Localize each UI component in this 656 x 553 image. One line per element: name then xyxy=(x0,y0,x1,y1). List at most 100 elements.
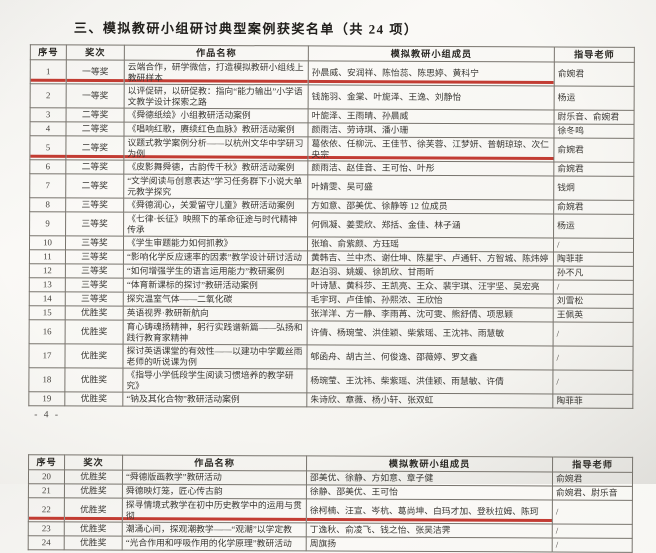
column-header: 指导老师 xyxy=(552,456,633,473)
cell-title: 议题式教学案例分析——以杭州文华中学研习为例 xyxy=(123,136,308,161)
cell-title: “影响化学反应速率的因素”教学设计研讨活动 xyxy=(123,250,308,265)
cell-teacher: 俞婉君、尉乐音 xyxy=(552,485,633,501)
column-header: 序号 xyxy=(28,454,65,470)
cell-teacher: / xyxy=(552,369,633,395)
cell-teacher: 俞婉君 xyxy=(552,471,633,487)
cell-award: 优胜奖 xyxy=(64,483,123,499)
cell-teacher: 俞婉君 xyxy=(553,199,634,215)
cell-seq: 4 xyxy=(29,121,67,136)
cell-teacher: 尉乐音、俞婉君 xyxy=(554,109,635,125)
cell-teacher: / xyxy=(553,279,634,295)
column-header: 作品名称 xyxy=(124,45,309,61)
cell-title: 《皮影舞舜德，古韵传千秋》教研活动案例 xyxy=(123,160,308,175)
cell-teacher: / xyxy=(552,523,633,539)
cell-award: 三等奖 xyxy=(65,291,124,307)
cell-title: “钠及其化合物”教研活动案例 xyxy=(122,392,307,407)
cell-award: 二等奖 xyxy=(66,107,125,123)
cell-members: 毛宇珂、卢佳愉、孙熙浓、王欣怡 xyxy=(307,292,554,308)
table-row: 16 优胜奖 育心铸魂扬精神，躬行实践谱新篇——弘扬和践行教育家精神 许倩、杨琬莹、洪… xyxy=(29,319,634,347)
cell-seq: 2 xyxy=(30,83,67,108)
cell-seq: 15 xyxy=(29,305,66,320)
cell-seq: 16 xyxy=(29,319,66,344)
document-title: 三、模拟教研小组研讨典型案例获奖名单（共 24 项） xyxy=(73,20,419,37)
cell-members: 孙晨威、安润祥、陈怡蕊、陈思婷、黄科宁 xyxy=(308,60,555,86)
cell-title: 云端合作，研学微信，打造模拟教研小组线上教研样本 xyxy=(124,60,309,85)
cell-teacher: 钱炯 xyxy=(553,175,634,201)
cell-teacher: 俞婉君 xyxy=(554,61,635,87)
cell-title: 英语视界·教研新航向 xyxy=(123,306,308,321)
cell-teacher: 陶菲菲 xyxy=(553,251,634,267)
cell-members: 张洋洋、方一静、李雨苒、沈可雯、熊舒倩、项思颖 xyxy=(307,306,554,322)
table-row: 2 一等奖 以评促研，以研促教：指向“能力输出”小学语文教学设计探索之路 钱施羽、金棠… xyxy=(30,83,635,111)
cell-seq: 21 xyxy=(28,483,65,498)
cell-seq: 22 xyxy=(28,497,65,522)
cell-award: 三等奖 xyxy=(65,263,124,279)
cell-seq: 10 xyxy=(29,235,66,250)
cell-seq: 9 xyxy=(29,211,66,236)
cell-teacher: 杨运 xyxy=(553,213,634,239)
cell-seq: 8 xyxy=(29,197,66,212)
cell-award: 优胜奖 xyxy=(64,497,123,523)
cell-members: 朱诗欣、章薇、杨小轩、张双虹 xyxy=(306,392,553,408)
cell-title: 以评促研，以研促教：指向“能力输出”小学语文教学设计探索之路 xyxy=(124,84,309,109)
column-header: 指导老师 xyxy=(554,46,635,63)
cell-award: 优胜奖 xyxy=(65,319,124,345)
cell-teacher: / xyxy=(553,321,634,347)
cell-title: 《学生审题能力如何抓教》 xyxy=(123,236,308,251)
cell-title: 育心铸魂扬精神，躬行实践谱新篇——弘扬和践行教育家精神 xyxy=(123,320,308,345)
cell-seq: 1 xyxy=(30,59,67,84)
cell-award: 三等奖 xyxy=(65,235,124,251)
cell-members: 叶旎泽、王雨晴、孙晨威 xyxy=(308,108,555,124)
cell-members: 徐柯楠、汪宣、岑杭、葛尚坤、白玛才加、登秋拉姆、陈珂 xyxy=(306,498,553,524)
cell-members: 张瑜、俞紫颜、方珏瑶 xyxy=(307,236,554,252)
cell-title: 《舜德润心，关爱留守儿童》教研活动案例 xyxy=(123,198,308,213)
cell-seq: 18 xyxy=(28,367,65,392)
cell-award: 二等奖 xyxy=(65,159,124,175)
cell-teacher: 俞婉君 xyxy=(553,161,634,177)
cell-seq: 5 xyxy=(29,135,66,160)
cell-award: 二等奖 xyxy=(65,135,124,161)
cell-members: 何佩凝、姜雯欣、郑括、金佳、林子涵 xyxy=(307,212,554,238)
cell-members: 黄韩吉、兰中杰、谢仕坤、陈星宇、卢通轩、方智城、陈炜婷 xyxy=(307,250,554,266)
cell-award: 优胜奖 xyxy=(64,367,123,393)
cell-members: 方如意、邵美优、徐静等 12 位成员 xyxy=(307,198,554,214)
cell-seq: 17 xyxy=(28,343,66,368)
table-row: 9 三等奖 《七律·长征》映照下的革命征途与时代精神传承 何佩凝、姜雯欣、郑括、金佳、… xyxy=(29,211,634,239)
cell-title: “体育新课标的探讨”教研活动案例 xyxy=(123,278,308,293)
column-header: 模拟教研小组成员 xyxy=(306,455,553,472)
table-row: 19 优胜奖 “钠及其化合物”教研活动案例 朱诗欣、章薇、杨小轩、张双虹 陶菲菲 xyxy=(28,391,633,409)
cell-seq: 23 xyxy=(28,521,65,536)
cell-title: 《七律·长征》映照下的革命征途与时代精神传承 xyxy=(123,212,308,237)
cell-members: 徐静、邵美优、王可怡 xyxy=(306,484,553,500)
cell-teacher: 王佩英 xyxy=(553,307,634,323)
cell-award: 优胜奖 xyxy=(64,469,123,485)
column-header: 模拟教研小组成员 xyxy=(308,45,555,62)
cell-title: 探讨英语课堂的有效性——以建功中学戴丝雨老师的听说课为例 xyxy=(122,344,308,369)
cell-members: 颜雨洁、劳诗琪、潘小珊 xyxy=(307,122,555,138)
column-header: 奖次 xyxy=(66,44,125,61)
cell-award: 优胜奖 xyxy=(64,535,123,551)
cell-members: 赵泊羽、姚媛、徐凯欣、甘雨昕 xyxy=(307,264,554,280)
cell-seq: 14 xyxy=(29,291,66,306)
cell-seq: 11 xyxy=(29,249,66,264)
cell-members: 叶诗慧、黄科莎、王凯亮、王众、裴宇琪、汪宇坚、吴宏亮 xyxy=(307,278,554,294)
cell-teacher: / xyxy=(552,537,633,553)
table-row: 22 优胜奖 探寻情境式教学在初中历史教学中的运用与贯彻 徐柯楠、汪宣、岑杭、葛尚坤、… xyxy=(28,497,633,525)
cell-seq: 19 xyxy=(28,391,65,406)
cell-title: 《舜德纸绘》小组教研活动案例 xyxy=(124,108,309,123)
table-row: 17 优胜奖 探讨英语课堂的有效性——以建功中学戴丝雨老师的听说课为例 郇函舟、胡古兰… xyxy=(28,343,634,371)
cell-members: 杨琬莹、王沈祎、柴紫瑶、洪佳颖、雨慧敏、许倩 xyxy=(306,368,553,394)
cell-teacher: / xyxy=(552,499,633,525)
table-row: 1 一等奖 云端合作，研学微信，打造模拟教研小组线上教研样本 孙晨威、安润祥、陈怡蕊、… xyxy=(30,59,635,87)
cell-award: 一等奖 xyxy=(66,59,125,85)
cell-award: 二等奖 xyxy=(65,121,125,137)
cell-teacher: 杨运 xyxy=(554,85,635,111)
table-row: 24 优胜奖 “光合作用和呼吸作用的化学原理”教研活动 周旗扬 / xyxy=(28,535,633,553)
table-row: 5 二等奖 议题式教学案例分析——以杭州文华中学研习为例 葛依依、任柳沅、王佳节、徐芙… xyxy=(29,135,634,163)
cell-title: “如何增强学生的语言运用能力”教研案例 xyxy=(123,264,308,279)
cell-teacher: 俞婉君 xyxy=(553,137,634,163)
table-row: 18 优胜奖 《指导小学低段学生阅读习惯培养的教学研究》 杨琬莹、王沈祎、柴紫瑶、洪佳… xyxy=(28,367,633,395)
cell-award: 三等奖 xyxy=(65,277,124,293)
cell-award: 优胜奖 xyxy=(64,343,124,369)
cell-members: 颜雨洁、赵佳音、王可怡、叶彤 xyxy=(307,160,554,176)
